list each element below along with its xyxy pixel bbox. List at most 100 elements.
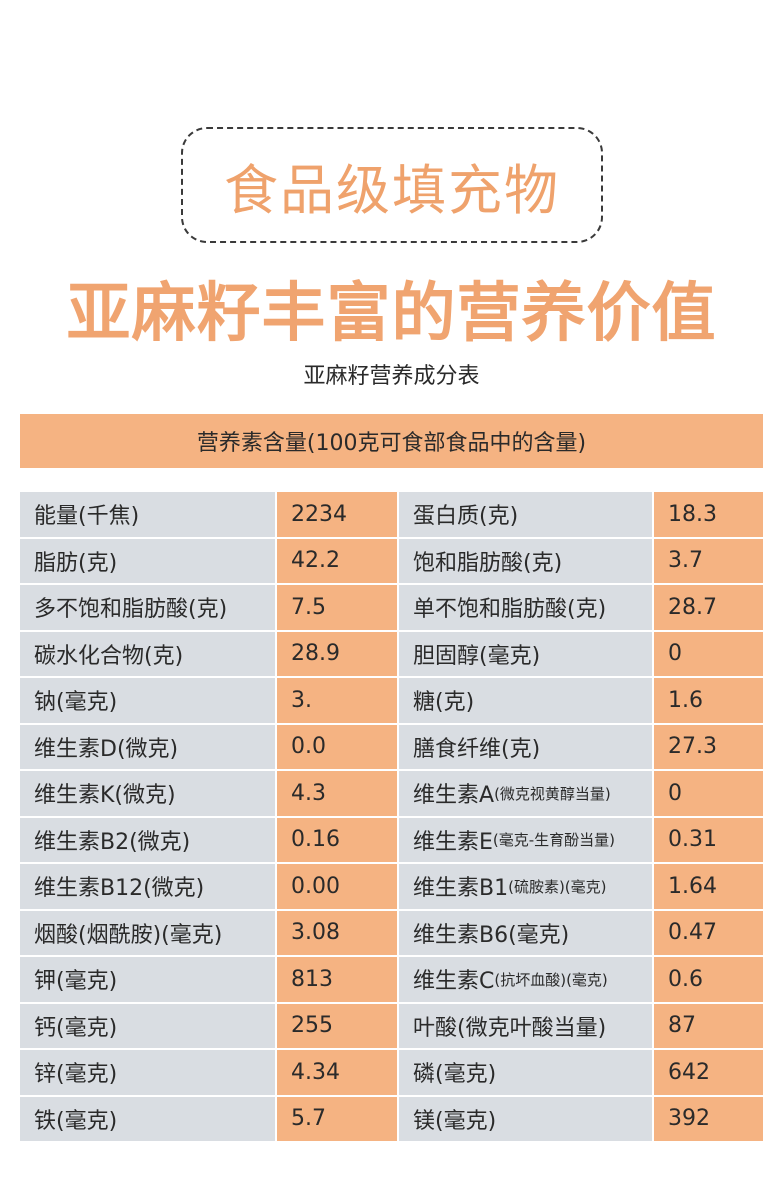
nutrient-value: 255 bbox=[275, 1003, 397, 1048]
nutrient-name-text: 铁(毫克) bbox=[34, 1108, 118, 1134]
nutrient-name-text: 磷(毫克) bbox=[413, 1062, 497, 1088]
nutrient-name: 叶酸(微克叶酸当量) bbox=[397, 1003, 652, 1048]
nutrient-value-text: 0.00 bbox=[291, 873, 340, 899]
nutrient-name: 维生素C (抗坏血酸)(毫克) bbox=[397, 957, 652, 1002]
nutrient-value: 7.5 bbox=[275, 585, 397, 630]
nutrient-name-text: 胆固醇(毫克) bbox=[413, 643, 541, 669]
nutrient-name-text: 多不饱和脂肪酸(克) bbox=[34, 597, 228, 623]
nutrient-name: 胆固醇(毫克) bbox=[397, 631, 652, 676]
nutrient-value: 5.7 bbox=[275, 1096, 397, 1141]
nutrient-value-text: 3.7 bbox=[668, 548, 703, 574]
nutrient-name: 维生素A (微克视黄醇当量) bbox=[397, 771, 652, 816]
nutrient-value-text: 4.34 bbox=[291, 1059, 340, 1085]
nutrient-name-text: 碳水化合物(克) bbox=[34, 643, 184, 669]
nutrient-value-text: 7.5 bbox=[291, 594, 326, 620]
nutrient-name-text: 蛋白质(克) bbox=[413, 504, 519, 530]
nutrient-value: 0.47 bbox=[652, 910, 763, 955]
nutrient-name: 蛋白质(克) bbox=[397, 492, 652, 537]
nutrient-name-text: 维生素B2(微克) bbox=[34, 829, 191, 855]
nutrient-value: 27.3 bbox=[652, 724, 763, 769]
nutrient-value-text: 3. bbox=[291, 687, 312, 713]
nutrient-name-text: 维生素D(微克) bbox=[34, 736, 179, 762]
nutrient-value: 813 bbox=[275, 957, 397, 1002]
nutrient-value: 18.3 bbox=[652, 492, 763, 537]
nutrient-value: 392 bbox=[652, 1096, 763, 1141]
nutrient-value-text: 0.47 bbox=[668, 920, 717, 946]
nutrient-name: 维生素E (毫克-生育酚当量) bbox=[397, 817, 652, 862]
nutrient-name: 维生素B1 (硫胺素)(毫克) bbox=[397, 864, 652, 909]
nutrient-value: 3.7 bbox=[652, 538, 763, 583]
nutrient-name-text: 烟酸(烟酰胺)(毫克) bbox=[34, 922, 223, 948]
table-row: 钙(毫克) 255 叶酸(微克叶酸当量) 87 bbox=[20, 1003, 763, 1050]
nutrient-name-text: 单不饱和脂肪酸(克) bbox=[413, 597, 607, 623]
nutrient-name: 烟酸(烟酰胺)(毫克) bbox=[20, 910, 275, 955]
nutrient-name-text: 维生素E bbox=[413, 829, 493, 855]
nutrient-name: 维生素B2(微克) bbox=[20, 817, 275, 862]
nutrient-name-text: (毫克-生育酚当量) bbox=[492, 831, 616, 850]
nutrient-value: 42.2 bbox=[275, 538, 397, 583]
nutrient-name-text: 钠(毫克) bbox=[34, 690, 118, 716]
nutrient-value-text: 27.3 bbox=[668, 734, 717, 760]
nutrient-value-text: 0.6 bbox=[668, 966, 703, 992]
nutrient-value: 4.34 bbox=[275, 1050, 397, 1095]
badge-box: 食品级填充物 bbox=[181, 127, 603, 243]
table-header: 营养素含量(100克可食部食品中的含量) bbox=[20, 414, 763, 468]
nutrient-name-text: (抗坏血酸)(毫克) bbox=[494, 970, 608, 989]
nutrient-name: 钾(毫克) bbox=[20, 957, 275, 1002]
table-row: 烟酸(烟酰胺)(毫克) 3.08 维生素B6(毫克) 0.47 bbox=[20, 910, 763, 957]
nutrient-name: 单不饱和脂肪酸(克) bbox=[397, 585, 652, 630]
table-row: 钾(毫克) 813 维生素C (抗坏血酸)(毫克) 0.6 bbox=[20, 957, 763, 1004]
nutrient-value-text: 42.2 bbox=[291, 548, 340, 574]
nutrient-value-text: 1.6 bbox=[668, 687, 703, 713]
nutrient-value: 0 bbox=[652, 631, 763, 676]
nutrient-name: 维生素B12(微克) bbox=[20, 864, 275, 909]
nutrient-name-text: 叶酸(微克叶酸当量) bbox=[413, 1015, 607, 1041]
nutrient-name: 膳食纤维(克) bbox=[397, 724, 652, 769]
nutrient-value: 1.64 bbox=[652, 864, 763, 909]
nutrient-value-text: 0.0 bbox=[291, 734, 326, 760]
nutrient-name-text: 维生素C bbox=[413, 969, 495, 995]
nutrient-name: 能量(千焦) bbox=[20, 492, 275, 537]
table-row: 维生素B2(微克) 0.16 维生素E (毫克-生育酚当量) 0.31 bbox=[20, 817, 763, 864]
nutrient-value-text: 87 bbox=[668, 1013, 696, 1039]
nutrient-value: 642 bbox=[652, 1050, 763, 1095]
nutrient-name-text: 维生素B12(微克) bbox=[34, 876, 205, 902]
table-row: 能量(千焦) 2234 蛋白质(克) 18.3 bbox=[20, 492, 763, 539]
nutrient-name-text: 镁(毫克) bbox=[413, 1108, 497, 1134]
nutrient-value: 0.6 bbox=[652, 957, 763, 1002]
nutrient-name: 碳水化合物(克) bbox=[20, 631, 275, 676]
nutrient-value: 0.0 bbox=[275, 724, 397, 769]
badge-text: 食品级填充物 bbox=[224, 158, 560, 222]
table-row: 维生素K(微克) 4.3 维生素A (微克视黄醇当量) 0 bbox=[20, 771, 763, 818]
nutrient-value-text: 4.3 bbox=[291, 780, 326, 806]
nutrient-name: 糖(克) bbox=[397, 678, 652, 723]
nutrient-value: 0.16 bbox=[275, 817, 397, 862]
nutrient-name: 维生素B6(毫克) bbox=[397, 910, 652, 955]
nutrient-value-text: 0 bbox=[668, 641, 682, 667]
nutrient-value-text: 1.64 bbox=[668, 873, 717, 899]
nutrient-name-text: 钾(毫克) bbox=[34, 969, 118, 995]
headline: 亚麻籽丰富的营养价值 bbox=[66, 277, 717, 351]
nutrient-value-text: 0.31 bbox=[668, 827, 717, 853]
nutrient-value-text: 5.7 bbox=[291, 1106, 326, 1132]
nutrient-name-text: 钙(毫克) bbox=[34, 1015, 118, 1041]
nutrient-name: 磷(毫克) bbox=[397, 1050, 652, 1095]
table-row: 多不饱和脂肪酸(克) 7.5 单不饱和脂肪酸(克) 28.7 bbox=[20, 585, 763, 632]
nutrient-name: 脂肪(克) bbox=[20, 538, 275, 583]
nutrient-name-text: 饱和脂肪酸(克) bbox=[413, 550, 563, 576]
nutrient-name-text: (硫胺素)(毫克) bbox=[508, 877, 607, 896]
nutrient-name: 多不饱和脂肪酸(克) bbox=[20, 585, 275, 630]
nutrient-name: 锌(毫克) bbox=[20, 1050, 275, 1095]
table-row: 维生素B12(微克) 0.00 维生素B1 (硫胺素)(毫克) 1.64 bbox=[20, 864, 763, 911]
table-row: 维生素D(微克) 0.0 膳食纤维(克) 27.3 bbox=[20, 724, 763, 771]
nutrient-name-text: (微克视黄醇当量) bbox=[494, 784, 611, 803]
nutrient-value: 0.00 bbox=[275, 864, 397, 909]
nutrient-name-text: 维生素B6(毫克) bbox=[413, 922, 570, 948]
nutrient-name-text: 维生素K(微克) bbox=[34, 783, 176, 809]
nutrient-value-text: 28.7 bbox=[668, 594, 717, 620]
table-row: 碳水化合物(克) 28.9 胆固醇(毫克) 0 bbox=[20, 631, 763, 678]
table-row: 铁(毫克) 5.7 镁(毫克) 392 bbox=[20, 1096, 763, 1143]
nutrient-value: 4.3 bbox=[275, 771, 397, 816]
nutrient-name: 铁(毫克) bbox=[20, 1096, 275, 1141]
nutrition-table: 能量(千焦) 2234 蛋白质(克) 18.3 脂肪(克) 42.2 饱和脂肪酸(克) 3.7… bbox=[20, 492, 763, 1143]
